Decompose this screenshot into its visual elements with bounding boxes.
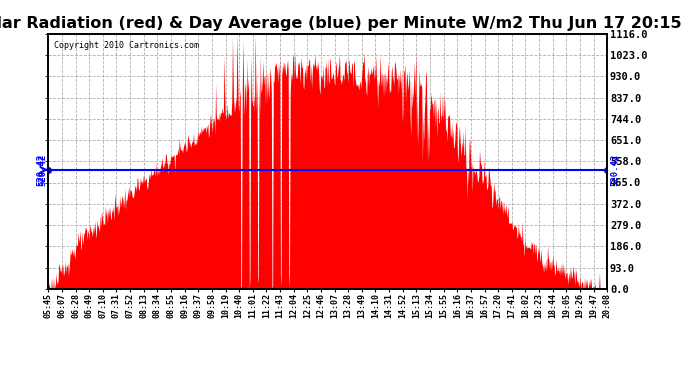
Text: 520.42: 520.42: [37, 154, 46, 186]
Text: 520.42: 520.42: [38, 154, 47, 186]
Title: Solar Radiation (red) & Day Average (blue) per Minute W/m2 Thu Jun 17 20:15: Solar Radiation (red) & Day Average (blu…: [0, 16, 682, 31]
Text: 520.42: 520.42: [610, 154, 619, 186]
Text: Copyright 2010 Cartronics.com: Copyright 2010 Cartronics.com: [54, 41, 199, 50]
